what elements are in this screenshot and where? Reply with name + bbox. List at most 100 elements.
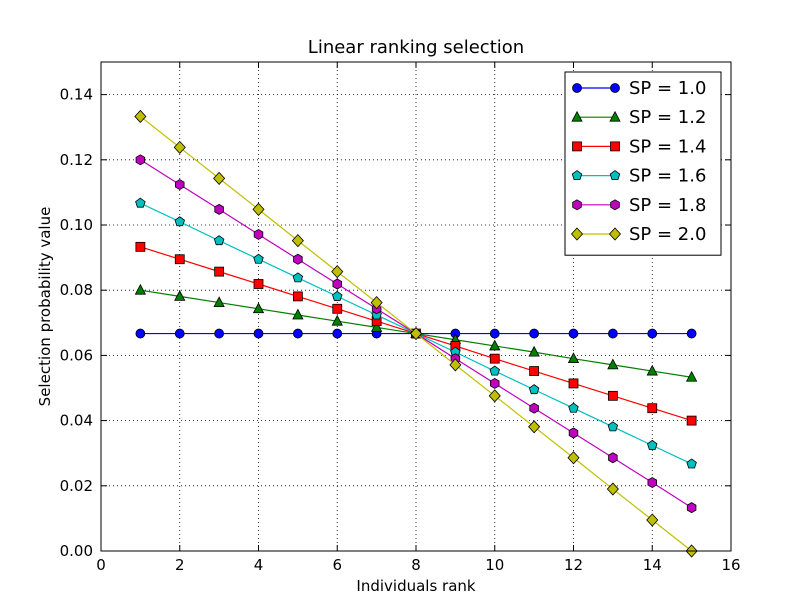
legend-marker: [610, 83, 620, 93]
data-point: [686, 415, 697, 426]
data-point: [253, 228, 264, 240]
data-point: [370, 295, 383, 310]
legend-entry: SP = 1.8: [572, 195, 706, 216]
data-point: [646, 364, 658, 376]
chart-title: Linear ranking selection: [308, 37, 524, 58]
data-point: [528, 384, 540, 395]
data-point: [568, 427, 579, 439]
data-point: [292, 308, 304, 320]
data-point: [529, 366, 540, 376]
x-tick-label: 10: [485, 556, 504, 574]
data-point: [134, 109, 147, 124]
data-point: [685, 370, 698, 382]
data-point: [291, 234, 304, 248]
data-point: [332, 278, 342, 290]
legend-marker: [609, 110, 621, 122]
data-point: [253, 279, 264, 289]
data-point: [567, 352, 580, 364]
data-point: [174, 290, 186, 301]
data-point: [253, 328, 264, 339]
data-point: [647, 477, 657, 489]
legend-marker: [572, 83, 582, 93]
data-point: [606, 482, 619, 496]
data-point: [253, 253, 264, 264]
legend-label: SP = 1.2: [629, 107, 706, 128]
data-point: [213, 296, 225, 307]
data-point: [568, 328, 579, 339]
data-point: [135, 197, 146, 208]
y-tick-label: 0.10: [60, 216, 93, 234]
legend-box: [564, 71, 722, 256]
data-point: [607, 390, 618, 401]
data-point: [252, 302, 265, 314]
data-point: [173, 140, 186, 155]
data-point: [213, 171, 226, 185]
data-point: [214, 203, 224, 215]
x-tick-label: 6: [332, 556, 342, 574]
data-point: [686, 458, 697, 469]
y-tick-label: 0.06: [60, 346, 93, 364]
legend-marker: [610, 199, 620, 211]
data-point: [135, 154, 146, 166]
series-6: [134, 109, 698, 558]
data-point: [332, 290, 343, 301]
x-tick-label: 14: [643, 556, 662, 574]
y-tick-label: 0.04: [60, 412, 93, 430]
data-point: [449, 358, 462, 372]
legend-marker: [608, 227, 622, 241]
data-point: [370, 321, 383, 332]
data-point: [175, 179, 185, 191]
y-tick-label: 0.14: [60, 86, 93, 104]
legend-entry: SP = 2.0: [570, 224, 706, 245]
data-point: [608, 452, 618, 464]
data-point: [214, 328, 225, 339]
data-point: [213, 235, 225, 246]
data-point: [489, 328, 500, 339]
data-point: [567, 451, 580, 465]
legend-entry: SP = 1.4: [572, 136, 706, 157]
legend-entry: SP = 1.6: [571, 166, 706, 187]
data-point: [529, 328, 540, 339]
data-point: [647, 439, 658, 450]
data-point: [607, 358, 619, 370]
legend-marker: [572, 141, 582, 152]
data-point: [174, 216, 185, 227]
y-tick-label: 0.02: [60, 477, 93, 495]
legend-label: SP = 2.0: [629, 224, 706, 245]
x-tick-label: 0: [96, 556, 106, 574]
data-point: [214, 266, 225, 277]
data-point: [331, 265, 344, 279]
data-point: [252, 202, 265, 216]
data-point: [568, 378, 579, 389]
legend-marker: [610, 141, 620, 152]
legend-marker: [609, 170, 621, 181]
data-point: [331, 314, 343, 326]
data-point: [332, 303, 343, 314]
data-point: [529, 402, 539, 414]
y-tick-label: 0.00: [60, 542, 93, 560]
data-point: [646, 513, 659, 527]
legend-marker: [572, 199, 582, 211]
legend-marker: [571, 110, 583, 122]
data-point: [174, 254, 185, 265]
x-tick-label: 12: [564, 556, 583, 574]
legend-label: SP = 1.6: [629, 166, 706, 187]
y-tick-label: 0.08: [60, 281, 93, 299]
data-point: [292, 328, 303, 339]
x-axis-title: Individuals rank: [356, 577, 476, 595]
x-tick-label: 4: [254, 556, 264, 574]
legend-marker: [571, 170, 583, 181]
data-point: [332, 328, 343, 339]
legend-entry: SP = 1.2: [571, 107, 706, 128]
data-point: [489, 339, 501, 351]
data-point: [686, 502, 697, 514]
data-point: [647, 403, 658, 414]
legend-label: SP = 1.8: [629, 195, 706, 216]
data-point: [292, 272, 304, 283]
x-tick-label: 8: [411, 556, 421, 574]
data-point: [490, 377, 500, 389]
legend-label: SP = 1.4: [629, 136, 706, 157]
legend: SP = 1.0 SP = 1.2 SP = 1.4 SP = 1.6 SP = 1.8…: [564, 71, 722, 256]
